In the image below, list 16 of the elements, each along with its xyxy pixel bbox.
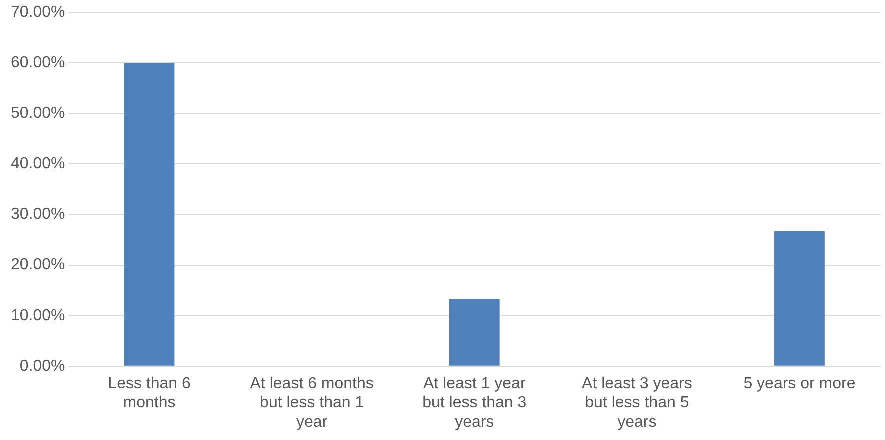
y-tick-label: 70.00% bbox=[11, 4, 66, 22]
y-tick-label: 50.00% bbox=[11, 105, 66, 122]
y-tick-label: 40.00% bbox=[11, 156, 66, 173]
y-tick-label: 0.00% bbox=[20, 358, 66, 375]
x-tick-label: 5 years or more bbox=[744, 375, 856, 392]
bar bbox=[774, 231, 825, 366]
y-tick-label: 30.00% bbox=[11, 206, 66, 224]
bar bbox=[449, 299, 500, 366]
y-tick-label: 20.00% bbox=[11, 256, 66, 274]
x-tick-label: At least 3 years but less than 5 years bbox=[582, 375, 692, 431]
x-tick-label: At least 6 months but less than 1 year bbox=[250, 375, 374, 431]
x-tick-label: At least 1 year but less than 3 years bbox=[422, 375, 527, 431]
x-tick-label: Less than 6 months bbox=[108, 375, 191, 412]
bar bbox=[124, 63, 175, 366]
y-tick-label: 10.00% bbox=[11, 307, 66, 324]
y-tick-label: 60.00% bbox=[11, 54, 66, 72]
